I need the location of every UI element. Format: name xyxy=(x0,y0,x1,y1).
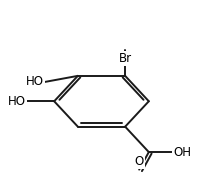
Text: HO: HO xyxy=(8,95,26,108)
Text: Br: Br xyxy=(119,52,132,65)
Text: O: O xyxy=(135,155,144,168)
Text: OH: OH xyxy=(173,146,191,159)
Text: HO: HO xyxy=(26,75,44,88)
